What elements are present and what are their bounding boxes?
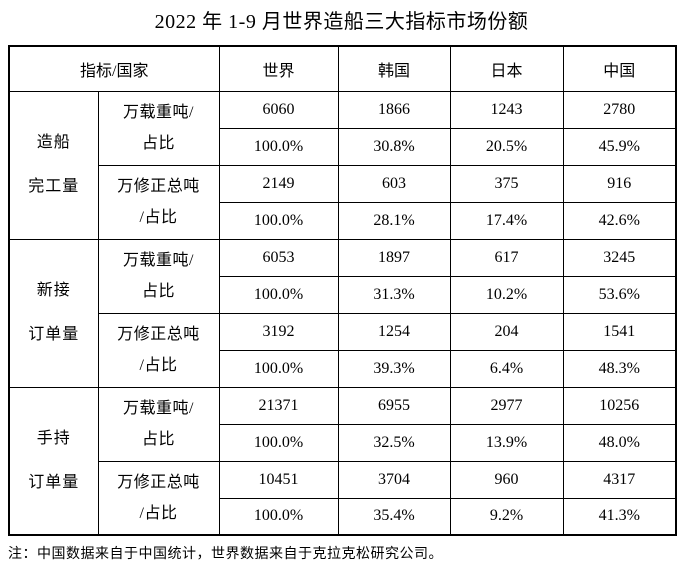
page-title: 2022 年 1-9 月世界造船三大指标市场份额 <box>154 11 529 33</box>
value-cell: 1897 <box>337 238 451 277</box>
share-cell: 13.9% <box>449 423 564 462</box>
column-header-korea: 韩国 <box>337 45 451 92</box>
column-header-world: 世界 <box>218 45 339 92</box>
metric-label-line: /占比 <box>139 357 178 374</box>
value-cell: 3192 <box>218 312 339 351</box>
metric-label-line: 占比 <box>142 135 176 152</box>
value-cell: 1254 <box>337 312 451 351</box>
value-cell: 10451 <box>218 460 339 499</box>
value-cell: 21371 <box>218 386 339 425</box>
share-cell: 20.5% <box>449 127 564 166</box>
table-row: 万修正总吨 /占比 3192 1254 204 1541 <box>9 312 677 388</box>
value-cell: 6053 <box>218 238 339 277</box>
value-cell: 1541 <box>562 312 677 351</box>
share-cell: 6.4% <box>449 349 564 388</box>
row-group-label-line: 造船 <box>36 134 71 151</box>
table-row: 100.0% 31.3% 10.2% 53.6% <box>9 275 677 314</box>
value-cell: 2780 <box>562 90 677 129</box>
value-cell: 1866 <box>337 90 451 129</box>
share-cell: 42.6% <box>562 201 677 240</box>
row-group-label-line: 手持 <box>36 429 71 447</box>
share-cell: 100.0% <box>218 275 339 314</box>
share-cell: 9.2% <box>449 497 564 536</box>
row-group-label-line: 订单量 <box>28 473 80 491</box>
share-cell: 30.8% <box>337 127 451 166</box>
share-cell: 100.0% <box>218 201 339 240</box>
metric-label-cgt: 万修正总吨 /占比 <box>97 164 220 240</box>
metric-label-dwt: 万载重吨/ 占比 <box>97 386 220 462</box>
value-cell: 2149 <box>218 164 339 203</box>
share-cell: 10.2% <box>449 275 564 314</box>
value-cell: 3245 <box>562 238 677 277</box>
row-group-label-line: 完工量 <box>28 178 80 195</box>
value-cell: 3704 <box>337 460 451 499</box>
corner-header: 指标/国家 <box>8 45 220 92</box>
metric-label-line: 占比 <box>142 283 176 300</box>
metric-label-line: 占比 <box>142 431 176 448</box>
table-row: 100.0% 32.5% 13.9% 48.0% <box>9 423 677 462</box>
metric-label-line: /占比 <box>139 504 178 522</box>
share-cell: 100.0% <box>218 349 339 388</box>
value-cell: 960 <box>449 460 564 499</box>
value-cell: 10256 <box>562 386 677 425</box>
metric-label-cgt: 万修正总吨 /占比 <box>97 460 220 536</box>
share-cell: 28.1% <box>337 201 451 240</box>
row-group-label-orderbook: 手持 订单量 <box>8 386 99 536</box>
value-cell: 6060 <box>218 90 339 129</box>
metric-label-line: 万载重吨/ <box>123 252 194 269</box>
share-cell: 32.5% <box>337 423 451 462</box>
row-group-label-line: 新接 <box>36 282 71 299</box>
metric-label-dwt: 万载重吨/ 占比 <box>97 238 220 314</box>
share-cell: 48.0% <box>562 423 677 462</box>
share-cell: 100.0% <box>218 423 339 462</box>
value-cell: 375 <box>449 164 564 203</box>
value-cell: 4317 <box>562 460 677 499</box>
footnote: 注：中国数据来自于中国统计，世界数据来自于克拉克松研究公司。 <box>8 545 443 561</box>
metric-label-cgt: 万修正总吨 /占比 <box>97 312 220 388</box>
share-cell: 17.4% <box>449 201 564 240</box>
share-cell: 45.9% <box>562 127 677 166</box>
value-cell: 204 <box>449 312 564 351</box>
value-cell: 617 <box>449 238 564 277</box>
share-cell: 41.3% <box>562 497 677 536</box>
column-header-china: 中国 <box>562 45 677 92</box>
share-cell: 35.4% <box>337 497 451 536</box>
table-row: 100.0% 28.1% 17.4% 42.6% <box>9 201 677 240</box>
share-cell: 39.3% <box>337 349 451 388</box>
metric-label-line: 万载重吨/ <box>123 104 194 121</box>
metric-label-line: 万修正总吨 <box>117 326 200 343</box>
metric-label-line: /占比 <box>139 209 178 226</box>
metric-label-dwt: 万载重吨/ 占比 <box>97 90 220 166</box>
row-group-label-new-orders: 新接 订单量 <box>8 238 99 388</box>
table-row: 万修正总吨 /占比 2149 603 375 916 <box>9 164 677 240</box>
share-cell: 100.0% <box>218 127 339 166</box>
value-cell: 916 <box>562 164 677 203</box>
value-cell: 1243 <box>449 90 564 129</box>
value-cell: 603 <box>337 164 451 203</box>
table-row: 100.0% 39.3% 6.4% 48.3% <box>9 349 677 388</box>
table-row: 手持 订单量 万载重吨/ 占比 21371 6955 2977 10256 <box>8 386 677 536</box>
share-cell: 31.3% <box>337 275 451 314</box>
column-header-japan: 日本 <box>449 45 564 92</box>
table-header-row: 指标/国家 世界 韩国 日本 中国 <box>8 45 677 92</box>
metric-label-line: 万载重吨/ <box>123 400 194 417</box>
value-cell: 6955 <box>337 386 451 425</box>
share-cell: 100.0% <box>218 497 339 536</box>
share-cell: 53.6% <box>562 275 677 314</box>
table-row: 造船 完工量 万载重吨/ 占比 6060 1866 1243 2780 <box>8 90 677 240</box>
row-group-label-line: 订单量 <box>28 326 80 343</box>
value-cell: 2977 <box>449 386 564 425</box>
metric-label-line: 万修正总吨 <box>117 178 200 195</box>
row-group-label-completions: 造船 完工量 <box>8 90 99 240</box>
table-row: 万修正总吨 /占比 10451 3704 960 4317 <box>9 460 677 536</box>
metric-label-line: 万修正总吨 <box>117 473 200 491</box>
table-row: 新接 订单量 万载重吨/ 占比 6053 1897 617 3245 <box>8 238 677 388</box>
market-share-table: 指标/国家 世界 韩国 日本 中国 造船 完工量 万载重吨/ 占比 6060 1… <box>8 45 678 536</box>
table-row: 100.0% 35.4% 9.2% 41.3% <box>9 497 677 536</box>
table-row: 100.0% 30.8% 20.5% 45.9% <box>9 127 677 166</box>
share-cell: 48.3% <box>562 349 677 388</box>
